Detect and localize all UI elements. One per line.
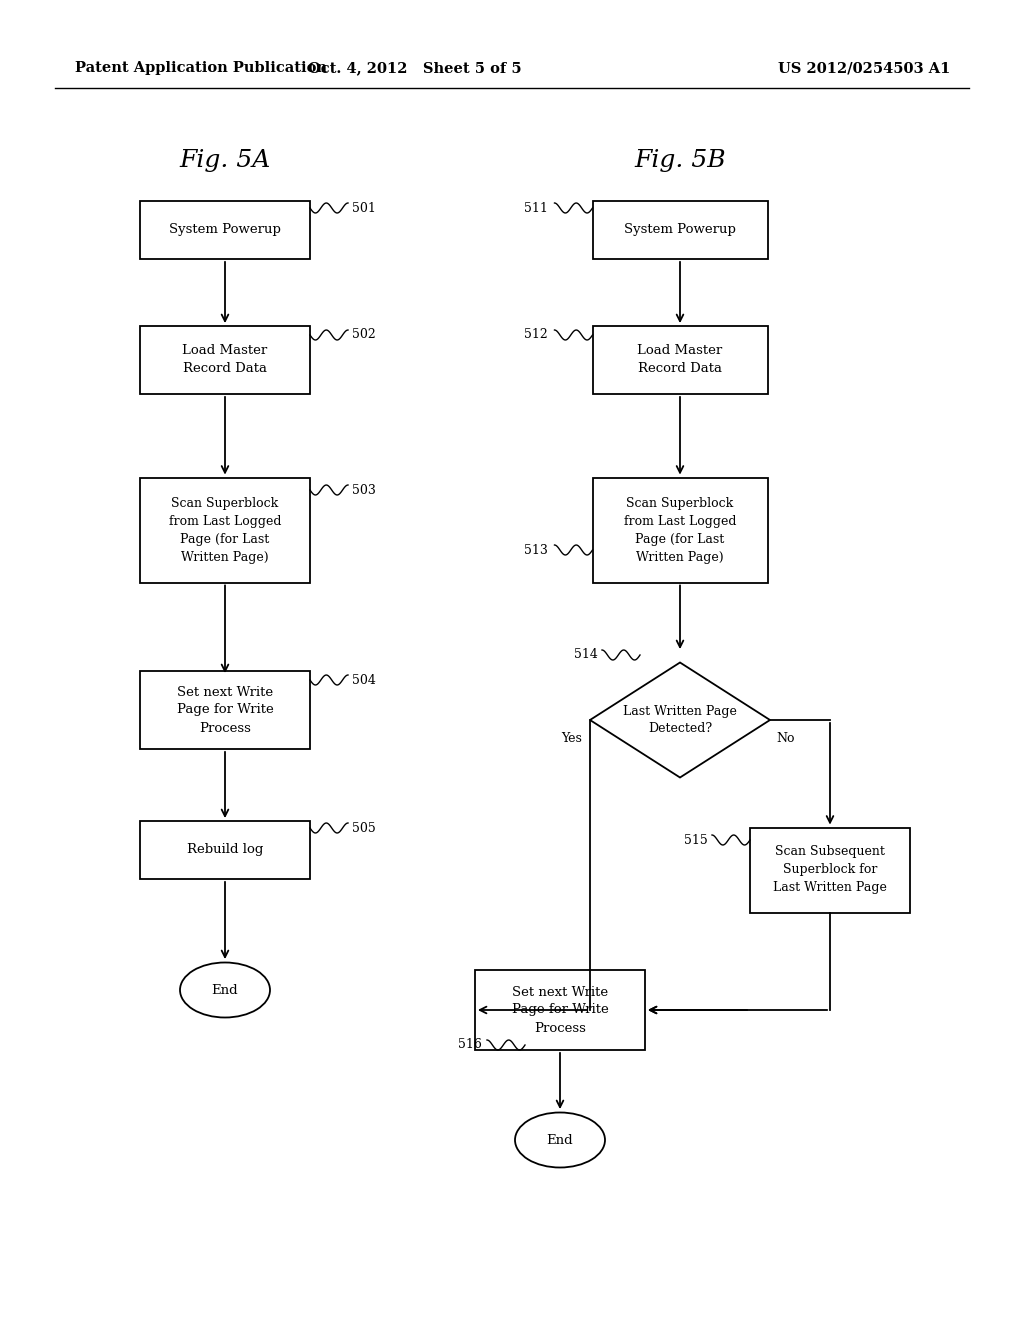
Text: End: End [547, 1134, 573, 1147]
Polygon shape [590, 663, 770, 777]
Bar [140, 821, 310, 879]
Ellipse shape [180, 962, 270, 1018]
Text: System Powerup: System Powerup [624, 223, 736, 236]
Text: Scan Superblock
from Last Logged
Page (for Last
Written Page): Scan Superblock from Last Logged Page (f… [624, 496, 736, 564]
Bar [140, 478, 310, 582]
Ellipse shape [515, 1113, 605, 1167]
Text: 515: 515 [684, 833, 708, 846]
Text: No: No [776, 731, 795, 744]
Text: 503: 503 [352, 483, 376, 496]
Text: Rebuild log: Rebuild log [186, 843, 263, 857]
Text: System Powerup: System Powerup [169, 223, 281, 236]
Text: 512: 512 [523, 329, 548, 342]
Bar [593, 201, 768, 259]
Text: US 2012/0254503 A1: US 2012/0254503 A1 [777, 61, 950, 75]
Text: Fig. 5A: Fig. 5A [179, 149, 270, 172]
Text: 514: 514 [574, 648, 598, 661]
Text: End: End [212, 983, 239, 997]
Text: Patent Application Publication: Patent Application Publication [75, 61, 327, 75]
Bar [140, 201, 310, 259]
Text: Scan Superblock
from Last Logged
Page (for Last
Written Page): Scan Superblock from Last Logged Page (f… [169, 496, 282, 564]
Text: 504: 504 [352, 673, 376, 686]
Text: 501: 501 [352, 202, 376, 214]
Text: Load Master
Record Data: Load Master Record Data [182, 345, 267, 375]
Text: Set next Write
Page for Write
Process: Set next Write Page for Write Process [176, 685, 273, 734]
Text: Load Master
Record Data: Load Master Record Data [637, 345, 723, 375]
Text: 505: 505 [352, 821, 376, 834]
Text: 516: 516 [458, 1039, 482, 1052]
Text: 502: 502 [352, 329, 376, 342]
Text: Scan Subsequent
Superblock for
Last Written Page: Scan Subsequent Superblock for Last Writ… [773, 846, 887, 895]
Text: Yes: Yes [561, 731, 582, 744]
Text: 511: 511 [523, 202, 548, 214]
Bar [593, 478, 768, 582]
Bar [140, 671, 310, 748]
Text: Set next Write
Page for Write
Process: Set next Write Page for Write Process [512, 986, 608, 1035]
Bar [593, 326, 768, 393]
Text: Last Written Page
Detected?: Last Written Page Detected? [623, 705, 737, 735]
Text: 513: 513 [523, 544, 548, 557]
Bar [750, 828, 910, 912]
Bar [140, 326, 310, 393]
Bar [475, 970, 645, 1049]
Text: Oct. 4, 2012   Sheet 5 of 5: Oct. 4, 2012 Sheet 5 of 5 [308, 61, 522, 75]
Text: Fig. 5B: Fig. 5B [634, 149, 726, 172]
